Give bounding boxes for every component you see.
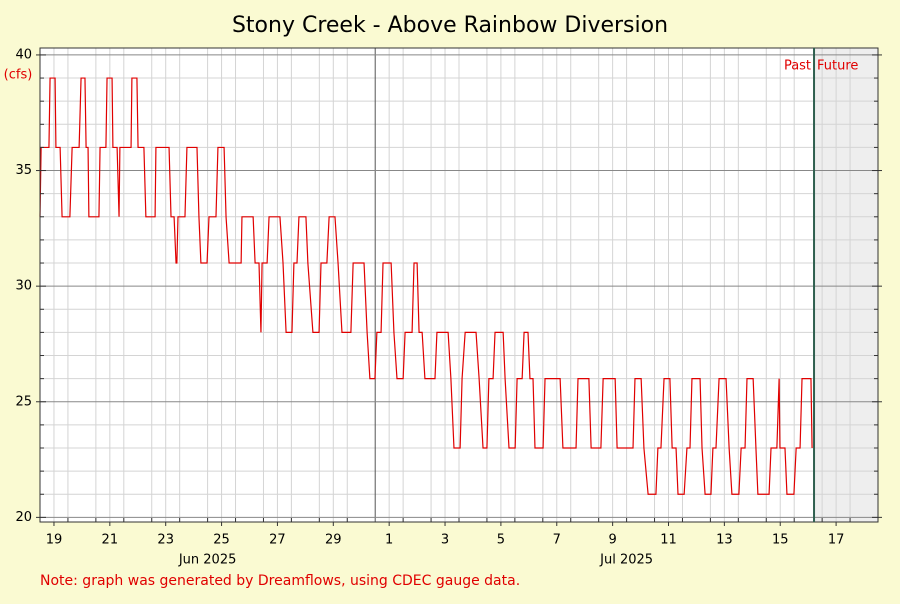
x-tick-label: 23 (157, 533, 174, 548)
x-tick-label: 15 (772, 533, 789, 548)
x-tick-label: 13 (716, 533, 733, 548)
x-tick-label: 3 (441, 533, 449, 548)
x-tick-label: 11 (660, 533, 677, 548)
x-tick-label: 19 (46, 533, 63, 548)
y-axis-label: (cfs) (4, 68, 33, 83)
x-tick-label: 27 (269, 533, 286, 548)
grid (40, 48, 878, 522)
x-tick-label: 1 (385, 533, 393, 548)
x-tick-label: 5 (497, 533, 505, 548)
x-tick-label: 17 (828, 533, 845, 548)
month-label: Jun 2025 (178, 553, 237, 568)
future-region (814, 48, 878, 522)
x-tick-label: 25 (213, 533, 230, 548)
y-tick-label: 30 (15, 279, 32, 294)
chart-title: Stony Creek - Above Rainbow Diversion (232, 13, 668, 38)
month-label: Jul 2025 (599, 553, 653, 568)
x-tick-label: 21 (102, 533, 119, 548)
y-tick-label: 35 (15, 163, 32, 178)
x-tick-label: 9 (608, 533, 616, 548)
y-tick-label: 20 (15, 510, 32, 525)
marks (39, 77, 813, 495)
y-tick-label: 25 (15, 394, 32, 409)
past-label: Past (784, 59, 811, 74)
x-tick-label: 7 (553, 533, 561, 548)
note: Note: graph was generated by Dreamflows,… (40, 573, 520, 589)
y-tick-label: 40 (15, 47, 32, 62)
flow-line (39, 77, 813, 495)
future-label: Future (817, 59, 858, 74)
x-tick-label: 29 (325, 533, 342, 548)
